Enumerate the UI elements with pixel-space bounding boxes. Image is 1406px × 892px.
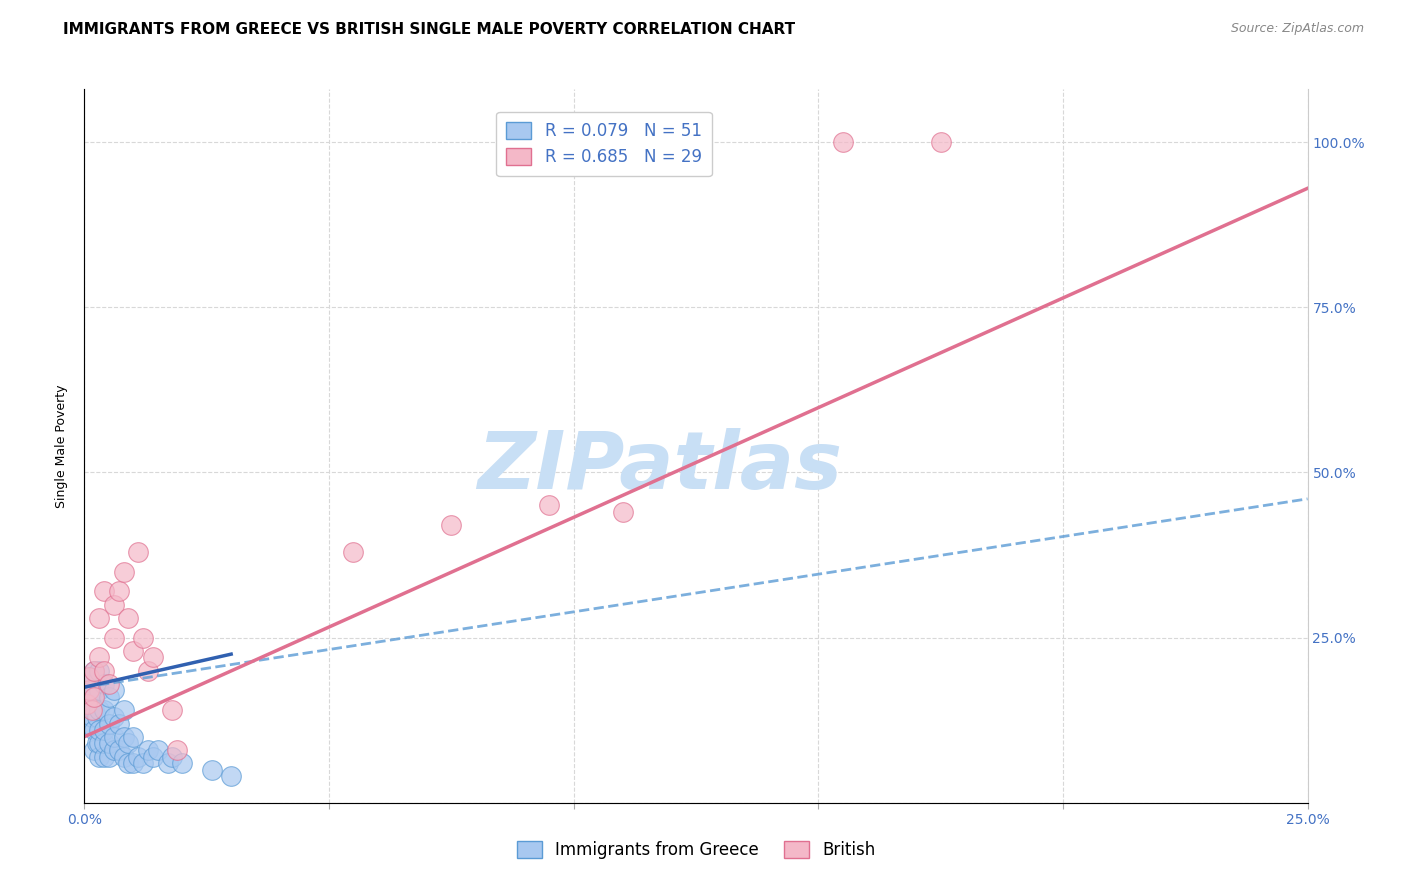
- Point: [87, 749, 110, 764]
- Point: [162, 703, 184, 717]
- Point: [97, 716, 120, 731]
- Point: [83, 664, 105, 678]
- Point: [200, 763, 222, 777]
- Point: [122, 756, 145, 771]
- Point: [122, 644, 145, 658]
- Text: Source: ZipAtlas.com: Source: ZipAtlas.com: [1230, 22, 1364, 36]
- Y-axis label: Single Male Poverty: Single Male Poverty: [55, 384, 69, 508]
- Point: [107, 743, 129, 757]
- Point: [127, 545, 149, 559]
- Point: [103, 710, 125, 724]
- Point: [107, 716, 129, 731]
- Point: [80, 683, 103, 698]
- Point: [97, 677, 120, 691]
- Point: [538, 499, 561, 513]
- Point: [112, 565, 135, 579]
- Point: [87, 736, 110, 750]
- Legend: Immigrants from Greece, British: Immigrants from Greece, British: [510, 834, 882, 866]
- Point: [93, 677, 115, 691]
- Point: [77, 690, 100, 704]
- Point: [87, 723, 110, 738]
- Point: [87, 683, 110, 698]
- Point: [97, 736, 120, 750]
- Point: [103, 598, 125, 612]
- Point: [86, 710, 108, 724]
- Point: [112, 730, 135, 744]
- Point: [117, 736, 139, 750]
- Point: [87, 611, 110, 625]
- Point: [103, 730, 125, 744]
- Point: [76, 697, 98, 711]
- Point: [112, 749, 135, 764]
- Point: [166, 743, 188, 757]
- Point: [93, 584, 115, 599]
- Point: [103, 743, 125, 757]
- Text: IMMIGRANTS FROM GREECE VS BRITISH SINGLE MALE POVERTY CORRELATION CHART: IMMIGRANTS FROM GREECE VS BRITISH SINGLE…: [63, 22, 796, 37]
- Point: [112, 703, 135, 717]
- Point: [83, 723, 105, 738]
- Point: [93, 749, 115, 764]
- Point: [93, 723, 115, 738]
- Point: [83, 683, 105, 698]
- Point: [342, 545, 364, 559]
- Point: [87, 703, 110, 717]
- Point: [77, 670, 100, 684]
- Point: [77, 683, 100, 698]
- Point: [86, 736, 108, 750]
- Point: [103, 631, 125, 645]
- Point: [97, 690, 120, 704]
- Point: [162, 749, 184, 764]
- Point: [117, 756, 139, 771]
- Point: [93, 664, 115, 678]
- Point: [77, 670, 100, 684]
- Point: [219, 769, 242, 783]
- Point: [440, 518, 463, 533]
- Point: [127, 749, 149, 764]
- Point: [172, 756, 194, 771]
- Point: [80, 703, 103, 717]
- Point: [136, 743, 159, 757]
- Point: [122, 730, 145, 744]
- Point: [80, 710, 103, 724]
- Point: [83, 664, 105, 678]
- Point: [156, 756, 179, 771]
- Point: [132, 756, 155, 771]
- Point: [146, 743, 169, 757]
- Point: [97, 749, 120, 764]
- Point: [83, 703, 105, 717]
- Point: [87, 664, 110, 678]
- Point: [142, 749, 165, 764]
- Point: [87, 650, 110, 665]
- Point: [93, 703, 115, 717]
- Point: [83, 743, 105, 757]
- Point: [929, 135, 952, 149]
- Point: [103, 683, 125, 698]
- Point: [132, 631, 155, 645]
- Point: [136, 664, 159, 678]
- Point: [77, 716, 100, 731]
- Point: [142, 650, 165, 665]
- Point: [76, 697, 98, 711]
- Point: [831, 135, 853, 149]
- Point: [612, 505, 634, 519]
- Point: [93, 736, 115, 750]
- Point: [117, 611, 139, 625]
- Text: ZIPatlas: ZIPatlas: [477, 428, 842, 507]
- Point: [83, 690, 105, 704]
- Point: [107, 584, 129, 599]
